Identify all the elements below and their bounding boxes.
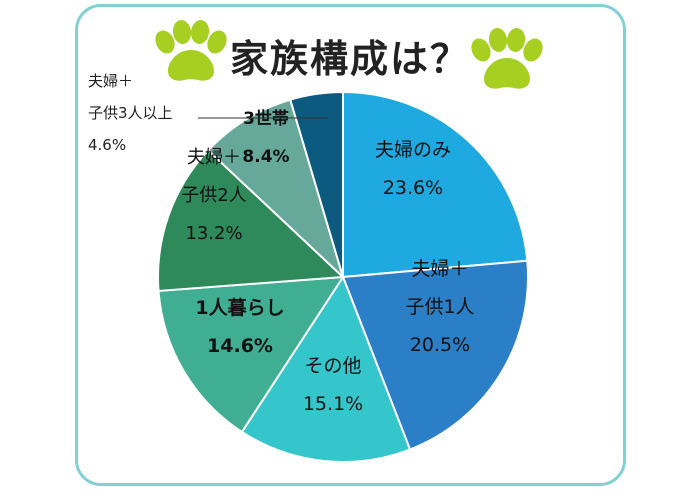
slice-label: 1人暮らし xyxy=(195,297,284,319)
slice-label: 子供1人 xyxy=(405,296,474,318)
pie-slice xyxy=(157,275,345,434)
pie-slice xyxy=(206,98,346,281)
slice-label: 夫婦のみ xyxy=(375,139,451,161)
slice-label: 子供2人 xyxy=(181,185,246,206)
slice-value-label: 4.6% xyxy=(88,136,126,154)
slice-label: その他 xyxy=(304,355,361,377)
slice-label: 夫婦＋ xyxy=(187,147,241,168)
slice-value-label: 15.1% xyxy=(303,393,363,415)
slice-value-label: 23.6% xyxy=(383,177,443,199)
slice-label: 子供3人以上 xyxy=(88,104,173,122)
pie-slice xyxy=(157,148,346,293)
paw-print-icon xyxy=(155,20,227,81)
slice-value-label: 8.4% xyxy=(242,147,289,167)
pie-slice xyxy=(342,90,529,279)
chart-title: 家族構成は？ xyxy=(229,37,470,81)
pie-slice xyxy=(240,274,412,463)
pie-slice xyxy=(289,90,344,278)
slice-value-label: 13.2% xyxy=(185,223,242,244)
pie-slice xyxy=(341,259,529,451)
slice-value-label: 14.6% xyxy=(207,335,273,357)
slice-label: 夫婦＋ xyxy=(411,258,468,280)
slice-label: 夫婦＋ xyxy=(88,72,133,90)
slice-value-label: 20.5% xyxy=(410,334,470,356)
paw-print-icon xyxy=(471,28,543,89)
